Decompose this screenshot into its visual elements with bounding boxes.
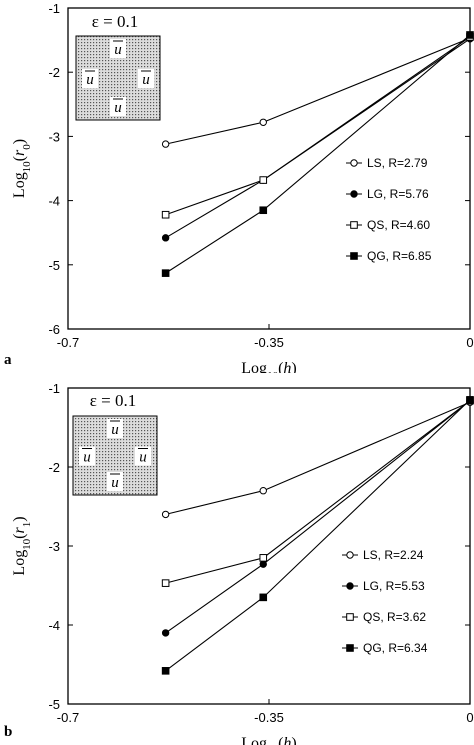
chart-b-legend-marker — [346, 644, 354, 652]
chart-b-data-point-filled-square — [466, 396, 474, 404]
chart-b-inset-epsilon: ε = 0.1 — [90, 391, 136, 410]
chart-a-legend-marker — [350, 221, 358, 229]
chart-a-legend-label: QG, R=6.85 — [367, 249, 432, 263]
chart-a-y-tick-label: -3 — [48, 129, 60, 144]
chart-b-data-point-filled-circle — [259, 560, 267, 568]
chart-a-legend-marker — [350, 159, 358, 167]
chart-b-legend-label: LS, R=2.24 — [363, 548, 424, 562]
chart-a-x-tick-label: -0.7 — [57, 335, 79, 350]
chart-a-inset-u-box — [110, 39, 126, 58]
chart-b-data-point-open-circle — [161, 510, 170, 519]
chart-b-inset-u-label: u — [111, 475, 119, 491]
chart-a-series-line-open-circle — [165, 37, 471, 145]
chart-panel-a: -1 -2 -3 -4 -5 -6-0.7 -0.35 0 Log10(h) Log10(r0) a… — [4, 1, 474, 373]
chart-b-data-point-filled-square — [161, 667, 170, 675]
chart-a-y-tick-label: -4 — [48, 194, 60, 209]
chart-b-y-tick-label: -5 — [48, 697, 60, 712]
chart-a-y-tick-label: -6 — [48, 322, 60, 337]
chart-b-data-point-filled-square — [259, 593, 268, 602]
chart-b-inset-u-box — [107, 419, 123, 438]
chart-b-inset-u-box — [107, 472, 123, 491]
chart-a-y-axis-title: Log10(r0) — [11, 139, 33, 198]
chart-panel-b: -1 -2 -3 -4 -5-0.7 -0.35 0 Log10(h) Log10(r1) b ε … — [0, 373, 474, 745]
chart-b-legend-label: QG, R=6.34 — [363, 641, 428, 655]
chart-a-legend-label: QS, R=4.60 — [367, 218, 430, 232]
chart-a-inset-u-box — [110, 97, 126, 116]
chart-a-data-point-filled-square — [161, 269, 170, 277]
chart-a-y-tick-label: -2 — [48, 65, 60, 80]
chart-b-y-tick-label: -4 — [48, 618, 60, 633]
chart-a-inset-u-box — [82, 69, 98, 88]
chart-a-series-line-filled-square — [165, 34, 471, 274]
chart-a-x-tick-label: 0 — [466, 335, 473, 350]
chart-a-inset-epsilon: ε = 0.1 — [92, 12, 138, 31]
chart-a-data-point-filled-square — [259, 206, 268, 215]
chart-b-x-axis-title: Log10(h) — [241, 735, 296, 745]
chart-b-inset-u-label: u — [111, 422, 119, 438]
chart-b-y-tick-label: -3 — [48, 539, 60, 554]
chart-b-series-line-open-circle — [165, 401, 471, 515]
chart-b-inset-u-box — [79, 446, 95, 466]
chart-a-inset-u-label: u — [114, 100, 122, 116]
chart-a-panel-letter: a — [4, 352, 12, 368]
chart-b-inset-u-box — [135, 446, 151, 466]
chart-a-y-tick-label: -1 — [48, 1, 60, 16]
chart-b-data-point-filled-circle — [161, 629, 170, 637]
chart-a-inset-u-label: u — [86, 72, 94, 88]
chart-b-series-line-open-square — [165, 400, 471, 584]
chart-b-x-tick-label: 0 — [466, 710, 473, 725]
chart-b-inset-u-label: u — [83, 450, 91, 466]
chart-a-data-point-open-square — [259, 176, 268, 184]
chart-b-legend-marker — [346, 551, 354, 559]
chart-a-x-axis-title: Log10(h) — [241, 360, 296, 373]
chart-b-data-point-open-square — [259, 554, 268, 562]
chart-b-legend-label: QS, R=3.62 — [363, 610, 426, 624]
chart-b-data-point-open-square — [161, 579, 170, 587]
chart-a-legend-marker — [350, 190, 358, 198]
chart-b-panel-letter: b — [4, 724, 12, 740]
chart-a-data-point-filled-circle — [161, 234, 170, 242]
chart-b-svg: -1 -2 -3 -4 -5-0.7 -0.35 0 Log10(h) Log10(r1) b ε … — [4, 381, 474, 745]
chart-a-y-tick-label: -5 — [48, 258, 60, 273]
chart-b-legend-label: LG, R=5.53 — [363, 579, 425, 593]
chart-a-data-point-filled-square — [466, 31, 474, 39]
chart-a-legend-label: LS, R=2.79 — [367, 156, 428, 170]
chart-a-legend-marker — [350, 252, 358, 260]
chart-b-x-tick-label: -0.7 — [57, 710, 79, 725]
chart-b-x-tick-label: -0.35 — [254, 710, 284, 725]
chart-a-data-point-open-circle — [161, 140, 170, 148]
chart-a-inset-u-label: u — [142, 72, 150, 88]
chart-a-x-tick-label: -0.35 — [254, 335, 284, 350]
chart-b-inset-u-label: u — [139, 450, 147, 466]
chart-a-data-point-open-circle — [259, 118, 267, 126]
chart-b-legend-marker — [346, 582, 354, 590]
chart-a-inset-u-box — [138, 69, 154, 88]
chart-a-legend-label: LG, R=5.76 — [367, 187, 429, 201]
chart-a-inset-u-label: u — [114, 42, 122, 58]
chart-b-series-line-filled-square — [165, 399, 471, 672]
chart-b-y-tick-label: -2 — [48, 460, 60, 475]
chart-a-svg: -1 -2 -3 -4 -5 -6-0.7 -0.35 0 Log10(h) Log10(r0) a… — [4, 1, 474, 373]
chart-b-y-axis-title: Log10(r1) — [11, 516, 33, 575]
chart-a-data-point-open-square — [161, 210, 170, 219]
chart-b-data-point-open-circle — [259, 487, 267, 495]
chart-b-y-tick-label: -1 — [48, 381, 60, 396]
chart-b-legend-marker — [346, 613, 354, 621]
